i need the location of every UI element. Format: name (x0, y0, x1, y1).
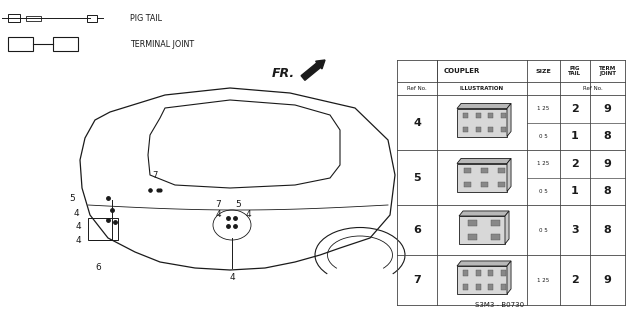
Text: 4: 4 (215, 210, 221, 219)
Text: 4: 4 (73, 209, 79, 218)
Text: 1: 1 (571, 186, 579, 196)
Text: 5: 5 (413, 172, 421, 182)
Bar (501, 113, 506, 118)
Text: 7: 7 (413, 275, 421, 285)
Bar (463, 270, 468, 276)
Bar (459, 216, 505, 244)
Text: PIG
TAIL: PIG TAIL (569, 66, 582, 76)
Bar (53, 37, 78, 51)
Bar (464, 168, 471, 173)
Polygon shape (457, 261, 511, 266)
Bar (476, 127, 481, 132)
Bar (457, 266, 507, 294)
Polygon shape (505, 211, 509, 244)
Text: 4: 4 (229, 274, 235, 283)
Text: 2: 2 (571, 275, 579, 285)
Bar (457, 108, 507, 137)
Polygon shape (459, 211, 509, 216)
Text: 0 5: 0 5 (539, 189, 548, 194)
Text: 7: 7 (152, 171, 158, 180)
Text: TERMINAL JOINT: TERMINAL JOINT (130, 39, 194, 49)
Text: 4: 4 (245, 210, 251, 219)
Bar (8, 37, 33, 51)
Bar (463, 284, 468, 290)
Text: Ref No.: Ref No. (582, 86, 603, 91)
Text: 1 25: 1 25 (537, 161, 550, 166)
Text: 8: 8 (604, 225, 611, 235)
Text: FR.: FR. (272, 67, 295, 79)
Bar (476, 270, 481, 276)
Bar (463, 127, 468, 132)
Bar (26, 15, 41, 20)
Bar (491, 234, 501, 240)
Text: 8: 8 (604, 186, 611, 196)
Bar (481, 182, 488, 187)
Text: COUPLER: COUPLER (444, 68, 480, 74)
Bar (87, 14, 97, 21)
Bar (488, 127, 493, 132)
Text: SIZE: SIZE (536, 68, 552, 74)
Bar (501, 270, 506, 276)
Text: 6: 6 (413, 225, 421, 235)
Text: 7: 7 (215, 199, 221, 209)
Bar (457, 164, 507, 191)
Bar (88, 218, 118, 240)
Bar (463, 113, 468, 118)
Text: 4: 4 (413, 117, 421, 127)
Text: 1 25: 1 25 (537, 106, 550, 111)
Polygon shape (457, 158, 511, 164)
Bar (488, 270, 493, 276)
Text: 1 25: 1 25 (537, 277, 550, 283)
Text: 6: 6 (95, 263, 101, 273)
Text: ILLUSTRATION: ILLUSTRATION (460, 86, 504, 91)
Text: TERM
JOINT: TERM JOINT (599, 66, 616, 76)
Text: 5: 5 (69, 194, 75, 203)
Text: 0 5: 0 5 (539, 228, 548, 233)
Bar (501, 284, 506, 290)
Bar (476, 284, 481, 290)
Text: 0 5: 0 5 (539, 134, 548, 139)
Bar (498, 168, 504, 173)
Bar (491, 220, 501, 226)
Text: PIG TAIL: PIG TAIL (130, 13, 162, 22)
Text: 9: 9 (604, 275, 611, 285)
Bar (501, 127, 506, 132)
Bar (488, 113, 493, 118)
Text: 5: 5 (235, 199, 241, 209)
Text: 1: 1 (571, 131, 579, 141)
Text: Ref No.: Ref No. (407, 86, 427, 91)
Bar (476, 113, 481, 118)
Bar (464, 182, 471, 187)
Text: 9: 9 (604, 104, 611, 114)
Polygon shape (457, 103, 511, 108)
Bar (498, 182, 504, 187)
Bar (488, 284, 493, 290)
Text: S3M3 - B0730: S3M3 - B0730 (476, 302, 525, 308)
Polygon shape (507, 261, 511, 294)
Text: 8: 8 (604, 131, 611, 141)
Text: 2: 2 (571, 104, 579, 114)
Bar (481, 168, 488, 173)
Polygon shape (507, 103, 511, 137)
Text: 9: 9 (604, 159, 611, 169)
Text: 4: 4 (75, 221, 81, 230)
Text: 4: 4 (75, 236, 81, 244)
Bar (8, 14, 20, 22)
Bar (468, 234, 477, 240)
Text: 2: 2 (571, 159, 579, 169)
FancyArrow shape (301, 60, 325, 80)
Bar (468, 220, 477, 226)
Polygon shape (507, 158, 511, 191)
Text: 3: 3 (571, 225, 579, 235)
